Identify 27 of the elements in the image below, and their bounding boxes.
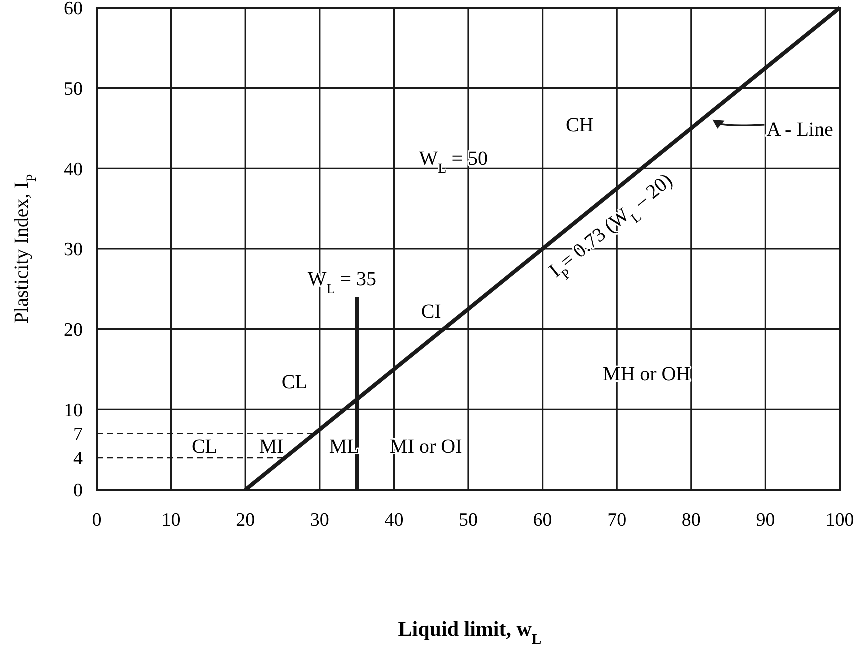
annotation: CH — [566, 114, 594, 136]
x-tick-label: 20 — [236, 510, 256, 531]
x-tick-label: 60 — [533, 510, 552, 531]
annotation: CL — [192, 436, 218, 458]
x-tick-label: 0 — [92, 510, 102, 531]
y-tick-label: 7 — [74, 424, 83, 446]
y-tick-label: 40 — [64, 159, 83, 180]
annotation: MI — [259, 436, 284, 458]
y-tick-label: 30 — [64, 240, 83, 261]
x-tick-label: 90 — [756, 510, 776, 531]
x-tick-label: 30 — [310, 510, 330, 531]
y-tick-label: 20 — [64, 320, 83, 341]
x-tick-label: 40 — [384, 510, 404, 531]
x-tick-label: 50 — [459, 510, 478, 531]
y-tick-label: 50 — [64, 78, 83, 100]
x-tick-label: 80 — [682, 510, 701, 531]
y-tick-label: 10 — [64, 400, 83, 422]
x-tick-label: 100 — [826, 510, 854, 531]
annotation: CI — [421, 300, 442, 323]
y-tick-label: 60 — [64, 0, 83, 20]
annotation: A - Line — [766, 118, 834, 141]
annotation: CL — [282, 372, 308, 394]
x-axis-title: Liquid limit, w$_{L}$ — [398, 617, 542, 648]
x-tick-label: 70 — [608, 510, 627, 531]
y-tick-label: 4 — [74, 448, 84, 470]
x-tick-label: 10 — [162, 510, 181, 531]
y-tick-label: 0 — [74, 480, 83, 502]
